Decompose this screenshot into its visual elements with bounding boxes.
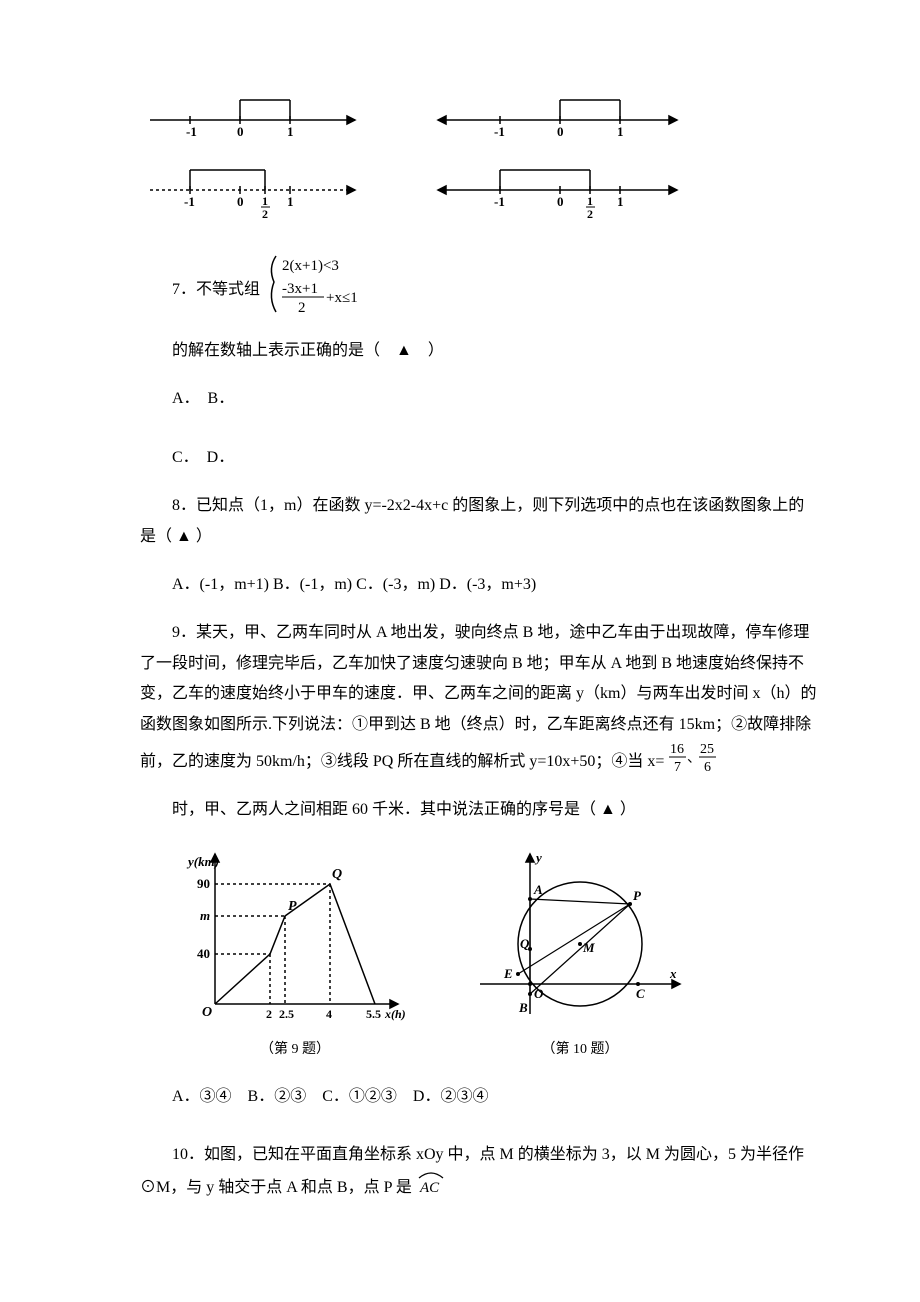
- q7-sys-top: 2(x+1)<3: [282, 258, 339, 274]
- q9-graph: y(km) 90 m 40 P Q O 2 2.5 4 5.5 x(h): [180, 844, 410, 1024]
- q9-f2n: 25: [700, 742, 714, 757]
- q7-sys-bot-num: -3x+1: [282, 281, 318, 297]
- numberline-C: -1 0 1 2 1: [140, 150, 370, 220]
- q9-fracs: 16 7 、 25 6: [668, 740, 718, 776]
- q9-text: 9．某天，甲、乙两车同时从 A 地出发，驶向终点 B 地，途中乙车由于出现故障，…: [140, 618, 820, 777]
- svg-text:1: 1: [617, 194, 624, 209]
- svg-text:-1: -1: [184, 194, 195, 209]
- pt-E: E: [503, 966, 513, 981]
- q9-P: P: [288, 899, 297, 914]
- q7-sys-bot-tail: +x≤1: [326, 290, 358, 306]
- q7-opts-AB: A． B．: [140, 384, 820, 414]
- numberline-B: -1 0 1: [430, 80, 690, 140]
- q7-prefix: 7．不等式组: [172, 281, 260, 298]
- q9-f1n: 16: [670, 742, 684, 757]
- q9-ym: m: [200, 908, 210, 923]
- q10-graph: A P M Q E O B C x y: [470, 844, 690, 1024]
- q9-sep: 、: [687, 751, 701, 766]
- q9-y40: 40: [197, 946, 210, 961]
- pt-A: A: [533, 882, 543, 897]
- q9-x2: 2: [266, 1007, 272, 1021]
- q7-sys-bot-den: 2: [298, 300, 306, 316]
- svg-text:-1: -1: [494, 194, 505, 209]
- q9-options: A．③④ B．②③ C．①②③ D．②③④: [140, 1082, 820, 1112]
- numberline-A: -1 0 1: [140, 80, 370, 140]
- numberline-D: -1 0 1 2 1: [430, 150, 690, 220]
- svg-text:0: 0: [237, 194, 244, 209]
- svg-text:2: 2: [262, 207, 268, 220]
- q9-f1d: 7: [674, 760, 681, 775]
- pt-O: O: [534, 986, 544, 1001]
- svg-text:-1: -1: [494, 124, 505, 139]
- svg-text:-1: -1: [186, 124, 197, 139]
- q9-x25: 2.5: [279, 1007, 294, 1021]
- q10-figure: A P M Q E O B C x y （第 10 题）: [470, 844, 690, 1064]
- svg-text:1: 1: [262, 194, 268, 208]
- arc-label: AC: [419, 1180, 440, 1196]
- q10-y: y: [534, 850, 542, 865]
- q7-line2: 的解在数轴上表示正确的是（ ▲ ）: [140, 336, 820, 366]
- q9-O: O: [202, 1005, 212, 1020]
- q8-text: 8．已知点（1，m）在函数 y=-2x2-4x+c 的图象上，则下列选项中的点也…: [140, 491, 820, 552]
- q9-Q: Q: [332, 867, 342, 882]
- pt-B: B: [518, 1000, 528, 1015]
- q9-f2d: 6: [704, 760, 711, 775]
- q10-t: 10．如图，已知在平面直角坐标系 xOy 中，点 M 的横坐标为 3，以 M 为…: [140, 1146, 804, 1196]
- arc-AC: AC: [416, 1170, 446, 1196]
- q10-caption: （第 10 题）: [470, 1037, 690, 1064]
- q7-system: 2(x+1)<3 -3x+1 2 +x≤1: [264, 250, 404, 318]
- svg-text:1: 1: [287, 194, 294, 209]
- numberline-row-2: -1 0 1 2 1 -1 0 1 2 1: [140, 150, 820, 220]
- q9-text2: 时，甲、乙两人之间相距 60 千米．其中说法正确的序号是（ ▲ ）: [140, 795, 820, 825]
- pt-C: C: [636, 986, 645, 1001]
- q9-figure: y(km) 90 m 40 P Q O 2 2.5 4 5.5 x(h) （第 …: [180, 844, 410, 1064]
- svg-text:1: 1: [287, 124, 294, 139]
- numberline-row-1: -1 0 1 -1 0 1: [140, 80, 820, 140]
- svg-text:0: 0: [237, 124, 244, 139]
- svg-text:1: 1: [617, 124, 624, 139]
- svg-text:2: 2: [587, 207, 593, 220]
- svg-text:0: 0: [557, 194, 564, 209]
- pt-P: P: [633, 888, 642, 903]
- figure-row: y(km) 90 m 40 P Q O 2 2.5 4 5.5 x(h) （第 …: [180, 844, 820, 1064]
- q10-text: 10．如图，已知在平面直角坐标系 xOy 中，点 M 的横坐标为 3，以 M 为…: [140, 1140, 820, 1204]
- q9-xlabel: x(h): [384, 1007, 406, 1021]
- pt-M: M: [582, 940, 595, 955]
- svg-text:1: 1: [587, 194, 593, 208]
- q9-caption: （第 9 题）: [180, 1037, 410, 1064]
- q9-ylabel: y(km): [186, 854, 219, 869]
- q9-x55: 5.5: [366, 1007, 381, 1021]
- svg-text:0: 0: [557, 124, 564, 139]
- q9-y90: 90: [197, 876, 210, 891]
- q10-x: x: [669, 966, 677, 981]
- q9-x4: 4: [326, 1007, 332, 1021]
- q7-line1: 7．不等式组 2(x+1)<3 -3x+1 2 +x≤1: [140, 250, 820, 318]
- q7-opts-CD: C． D．: [140, 443, 820, 473]
- q8-opts: A．(-1，m+1) B．(-1，m) C．(-3，m) D．(-3，m+3): [140, 570, 820, 600]
